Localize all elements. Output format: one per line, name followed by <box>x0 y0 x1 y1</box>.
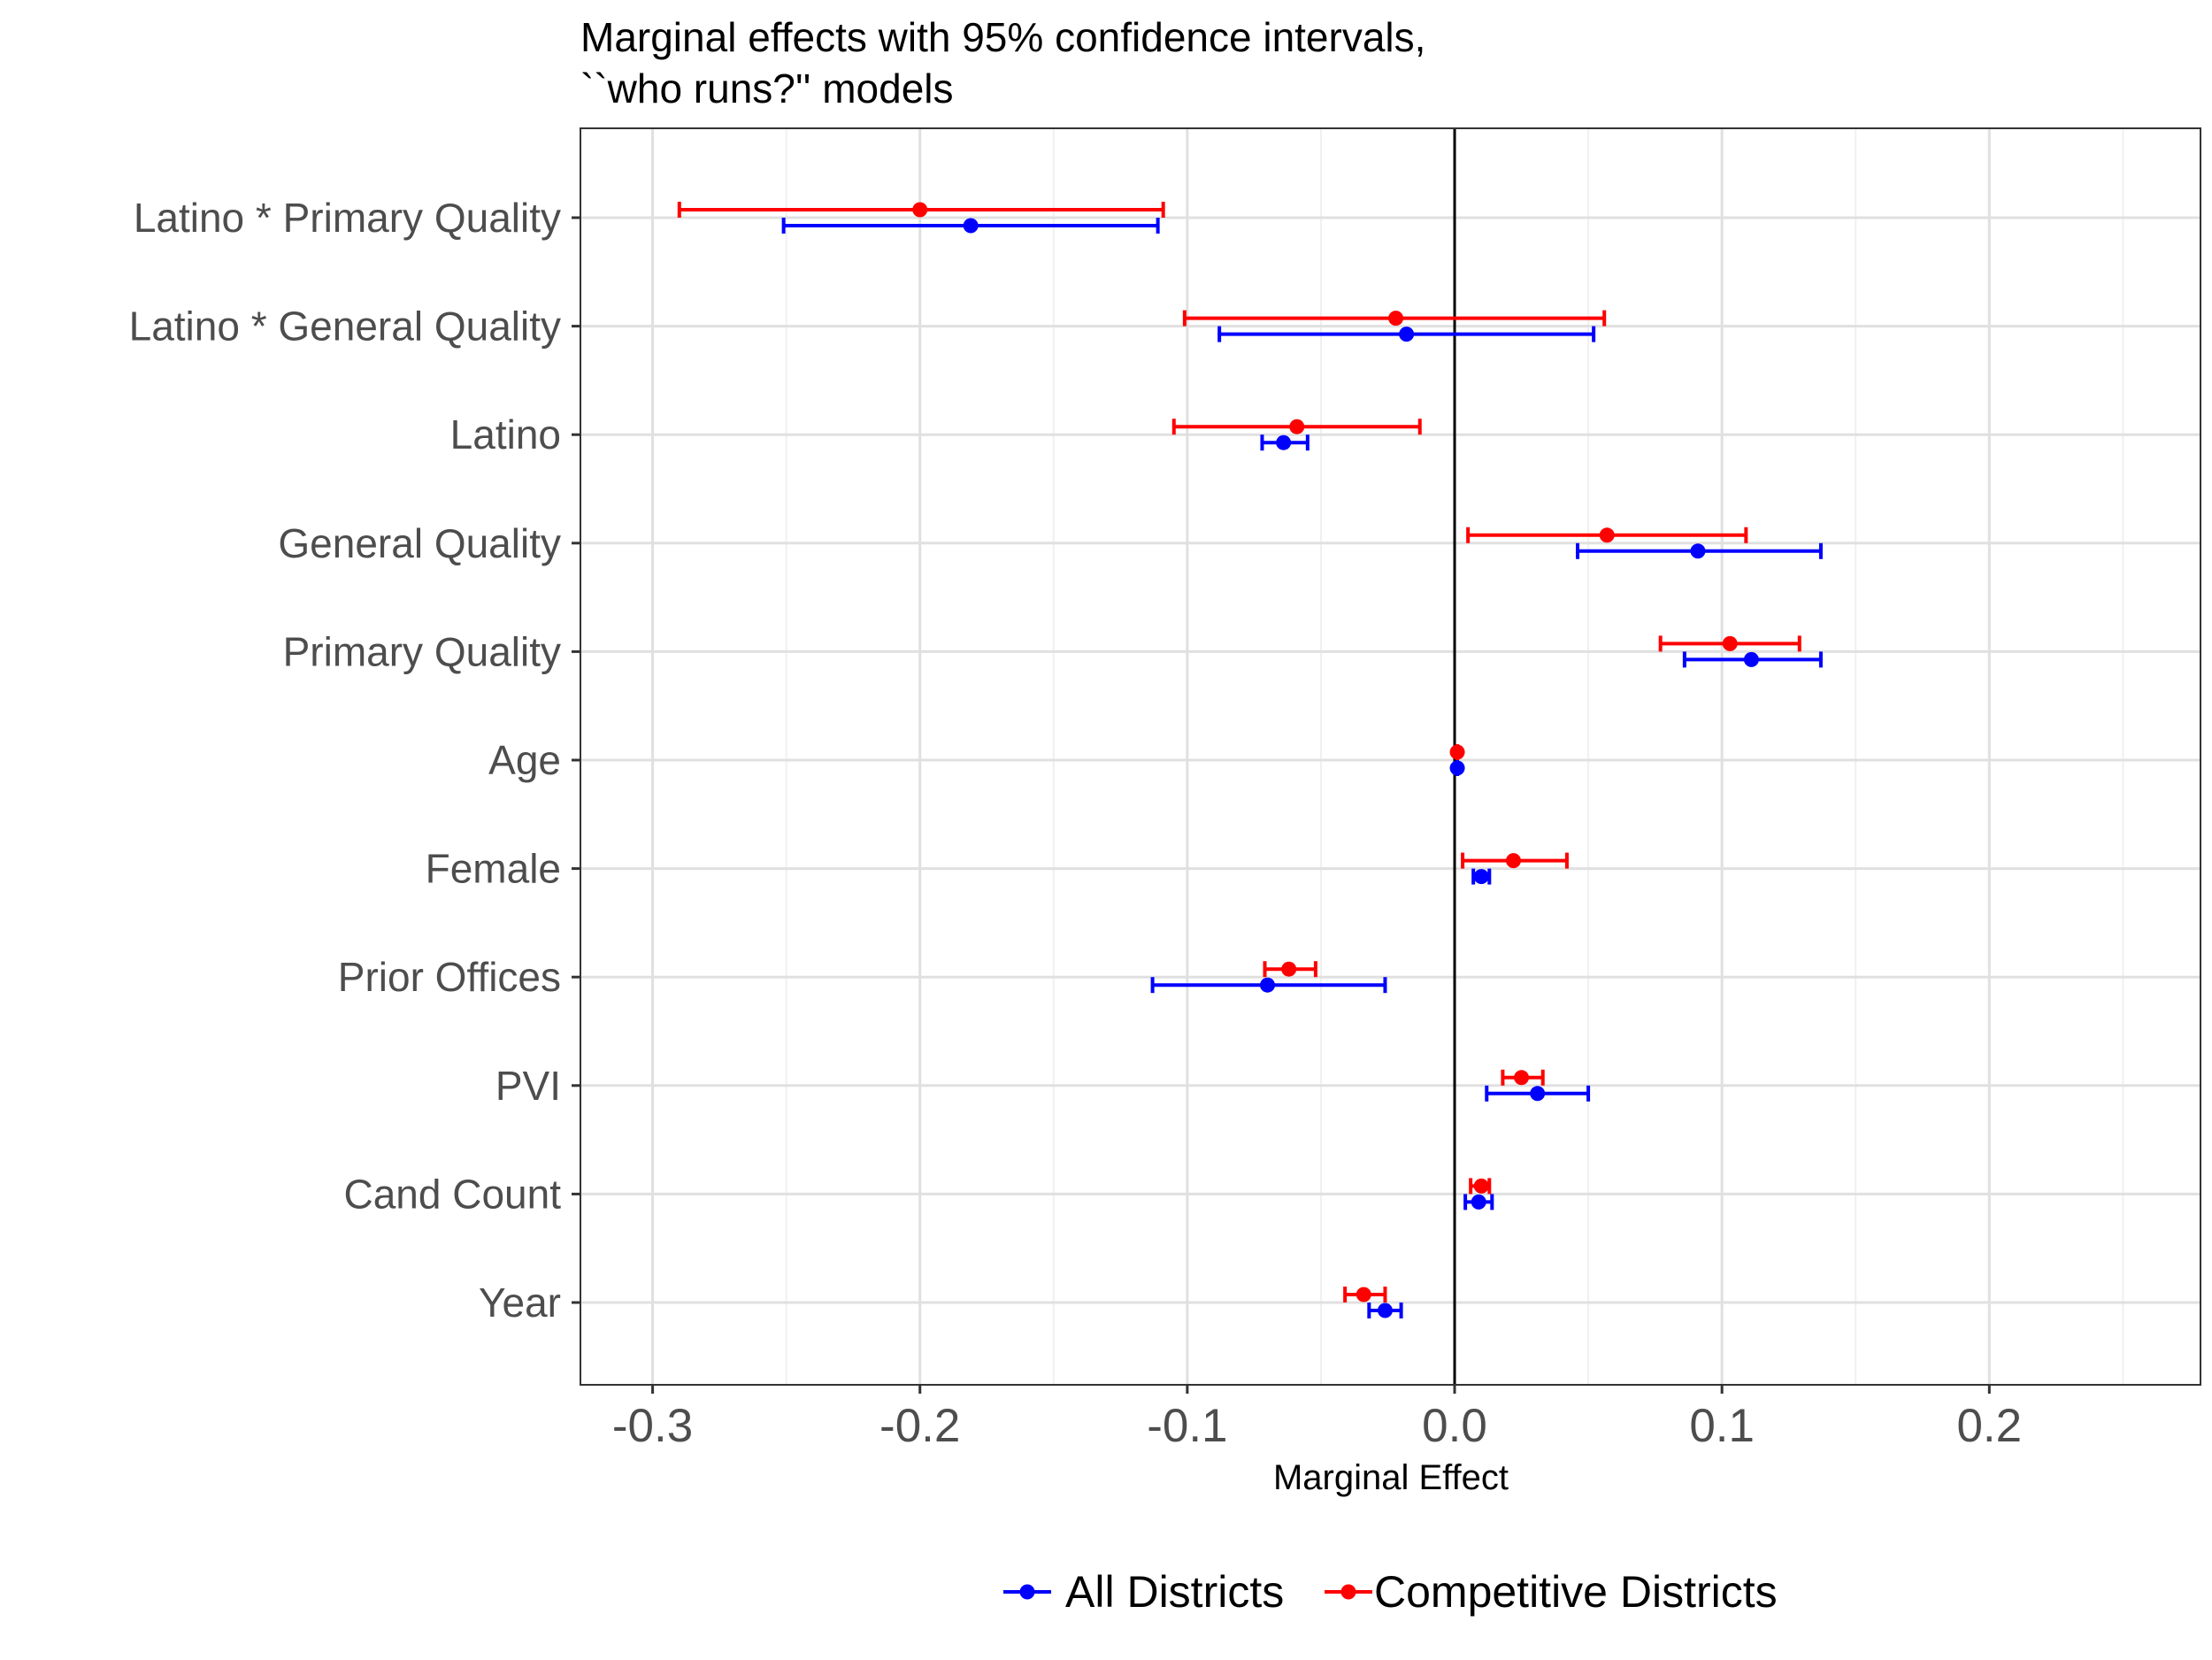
x-tick-label: 0.1 <box>1689 1400 1755 1452</box>
y-tick-label: General Quality <box>278 520 561 566</box>
x-tick-label: 0.2 <box>1956 1400 2022 1452</box>
y-tick-label: Latino <box>450 411 561 457</box>
estimate-point <box>1449 744 1465 760</box>
gridlines <box>580 128 2200 1385</box>
x-tick-label: -0.3 <box>612 1400 693 1452</box>
estimate-point <box>963 218 979 234</box>
axes: Latino * Primary Quality Latino * General… <box>129 195 2023 1452</box>
data-layer <box>677 202 1823 1318</box>
estimate-point <box>1743 651 1759 667</box>
legend-label: Competitive Districts <box>1374 1567 1778 1617</box>
x-tick-label: -0.2 <box>879 1400 960 1452</box>
y-tick-label: Latino * General Quality <box>129 304 561 350</box>
series-all-districts <box>781 218 1823 1318</box>
estimate-point <box>1471 1194 1486 1210</box>
estimate-point <box>1388 311 1404 327</box>
panel-border <box>580 127 2201 1386</box>
estimate-point <box>1449 760 1465 776</box>
x-axis-title: Marginal Effect <box>1273 1458 1509 1497</box>
legend-label: All Districts <box>1065 1567 1284 1617</box>
estimate-point <box>1722 635 1738 651</box>
y-tick-label: Prior Offices <box>338 954 561 1000</box>
estimate-point <box>1599 527 1615 543</box>
estimate-point <box>1473 869 1489 885</box>
estimate-point <box>1281 961 1297 977</box>
chart-title: Marginal effects with 95% confidence int… <box>580 14 1425 60</box>
estimate-point <box>1399 327 1415 342</box>
x-tick-label: 0.0 <box>1422 1400 1487 1452</box>
chart-subtitle: ``who runs?'' models <box>580 65 954 111</box>
estimate-point <box>1260 977 1276 993</box>
estimate-point <box>1514 1070 1530 1086</box>
estimate-point <box>1377 1303 1393 1318</box>
y-tick-label: Year <box>479 1280 561 1326</box>
y-tick-label: PVI <box>495 1063 561 1109</box>
legend-key-point <box>1340 1584 1356 1600</box>
y-tick-label: Latino * Primary Quality <box>134 195 561 241</box>
y-tick-label: Primary Quality <box>283 628 561 674</box>
legend: All Districts Competitive Districts <box>1003 1567 1778 1617</box>
estimate-point <box>1505 853 1521 869</box>
estimate-point <box>1690 543 1706 559</box>
legend-key-point <box>1019 1584 1035 1600</box>
legend-item-all-districts: All Districts <box>1003 1567 1284 1617</box>
y-tick-label: Cand Count <box>344 1171 562 1217</box>
y-tick-label: Female <box>426 846 561 892</box>
y-tick-label: Age <box>488 737 561 783</box>
legend-item-competitive-districts: Competitive Districts <box>1325 1567 1778 1617</box>
estimate-point <box>1289 419 1305 434</box>
estimate-point <box>1276 434 1292 450</box>
x-tick-label: -0.1 <box>1147 1400 1227 1452</box>
estimate-point <box>1356 1287 1371 1303</box>
estimate-point <box>1473 1178 1489 1194</box>
series-competitive-districts <box>677 202 1801 1303</box>
estimate-point <box>912 202 928 218</box>
estimate-point <box>1530 1086 1546 1102</box>
